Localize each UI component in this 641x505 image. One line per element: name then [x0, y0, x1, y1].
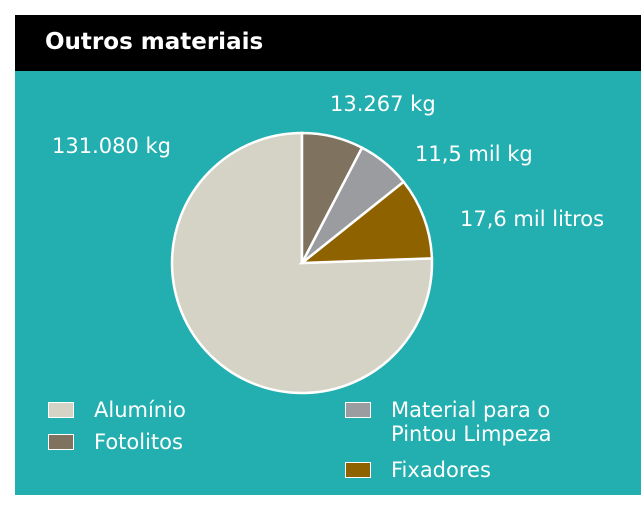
- legend-label: Alumínio: [94, 398, 186, 422]
- value-label: 131.080 kg: [52, 134, 171, 158]
- chart-title: Outros materiais: [45, 29, 264, 55]
- legend-label: Fotolitos: [94, 430, 183, 454]
- value-label: 17,6 mil litros: [460, 207, 604, 231]
- value-label: 13.267 kg: [330, 92, 436, 116]
- legend-swatch: [48, 434, 74, 450]
- legend-label: Fixadores: [391, 458, 491, 482]
- legend-item: Material para o Pintou Limpeza: [345, 398, 585, 446]
- value-label: 11,5 mil kg: [415, 142, 533, 166]
- legend-label: Material para o Pintou Limpeza: [391, 398, 552, 446]
- legend-item: Fixadores: [345, 458, 545, 482]
- legend-swatch: [345, 462, 371, 478]
- legend-item: Fotolitos: [48, 430, 248, 454]
- legend-swatch: [48, 402, 74, 418]
- pie-slice: [298, 180, 434, 265]
- legend-item: Alumínio: [48, 398, 248, 422]
- legend-swatch: [345, 402, 371, 418]
- header-bar: Outros materiais: [15, 15, 641, 71]
